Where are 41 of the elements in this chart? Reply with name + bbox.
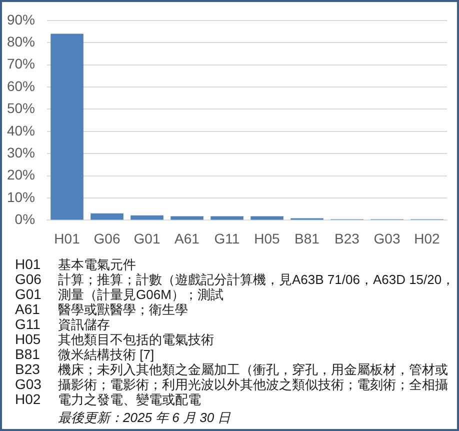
x-tick-label: G01 xyxy=(134,230,160,246)
text: 基本電氣元件 xyxy=(58,257,136,272)
category-label: G01 xyxy=(15,286,42,302)
text: 資訊儲存 xyxy=(58,317,110,332)
category-label: G03 xyxy=(15,376,42,392)
category-label: B81 xyxy=(15,346,40,362)
y-tick-label: 20% xyxy=(6,166,36,183)
text: 醫學或獸醫學；衛生學 xyxy=(58,302,188,317)
text: 電力之發電、變電或配電 xyxy=(58,392,201,407)
y-tick-label: 0% xyxy=(14,211,36,228)
y-tick-label: 30% xyxy=(6,144,36,160)
text: 微米結構技術 [7] xyxy=(58,347,154,362)
text: 最後更新：2025 年 6 月 30 日 xyxy=(58,410,231,425)
x-tick-label: G03 xyxy=(374,230,400,246)
x-tick-label: H05 xyxy=(254,230,280,246)
category-label: H02 xyxy=(15,391,41,407)
category-label: G11 xyxy=(15,316,40,332)
x-tick-label: A61 xyxy=(174,230,200,246)
y-tick-label: 50% xyxy=(6,100,36,116)
text: 其他類目不包括的電氣技術 xyxy=(58,332,214,347)
category-label: H05 xyxy=(15,331,41,347)
x-tick-label: H01 xyxy=(54,230,80,246)
text: 機床；未列入其他類之金屬加工（衝孔，穿孔，用金屬板材，管材或 xyxy=(58,362,448,377)
category-label: B23 xyxy=(15,361,40,377)
category-label: G06 xyxy=(15,271,42,287)
x-tick-label: H02 xyxy=(414,230,440,246)
y-tick-label: 70% xyxy=(6,56,36,72)
y-tick-label: 90% xyxy=(6,11,36,28)
category-label: A61 xyxy=(15,301,40,317)
text: 攝影術；電影術；利用光波以外其他波之類似技術；電刻術；全相攝 xyxy=(58,377,448,392)
x-tick-label: B23 xyxy=(334,230,360,246)
y-tick-label: 40% xyxy=(6,122,36,138)
y-tick-label: 10% xyxy=(6,188,36,205)
x-tick-label: G06 xyxy=(94,230,120,246)
y-tick-label: 80% xyxy=(6,33,36,50)
text: 測量（計量見G06M）；測試 xyxy=(58,287,224,302)
text: 計算；推算；計數（遊戲記分計算機，見A63B 71/06，A63D 15/20， xyxy=(58,272,455,287)
y-tick-label: 60% xyxy=(6,78,36,94)
category-label: H01 xyxy=(15,256,41,272)
x-tick-label: G11 xyxy=(214,230,240,246)
x-tick-label: B81 xyxy=(294,230,320,246)
